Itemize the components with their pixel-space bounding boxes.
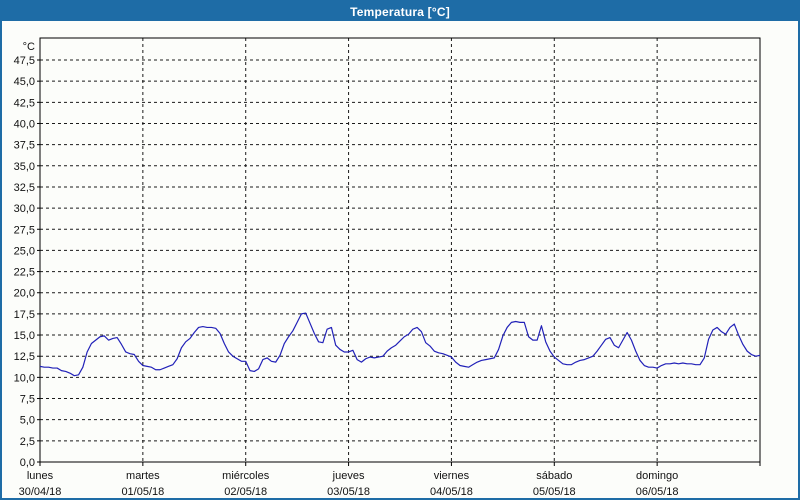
- y-axis-label: 37,5: [14, 140, 35, 152]
- y-axis-label: 5,0: [20, 415, 35, 427]
- temperature-line: [39, 312, 761, 377]
- y-axis-label: 2,5: [20, 436, 35, 448]
- x-axis-day-date: 03/05/18: [327, 486, 370, 498]
- y-axis-label: 47,5: [14, 55, 35, 67]
- y-axis-label: 0,0: [20, 457, 35, 469]
- y-axis-label: 17,5: [14, 309, 35, 321]
- x-axis-day-name: sábado: [536, 470, 572, 482]
- x-axis-day-name: miércoles: [222, 470, 270, 482]
- y-axis-label: 35,0: [14, 161, 35, 173]
- x-axis-day-date: 04/05/18: [430, 486, 473, 498]
- y-axis-label: 45,0: [14, 76, 35, 88]
- x-axis-day-name: martes: [126, 470, 160, 482]
- y-axis-label: 22,5: [14, 267, 35, 279]
- y-axis-label: 12,5: [14, 351, 35, 363]
- title-bar[interactable]: Temperatura [°C]: [2, 2, 798, 21]
- y-axis-label: 7,5: [20, 394, 35, 406]
- y-axis-label: 40,0: [14, 118, 35, 130]
- y-axis-label: 10,0: [14, 372, 35, 384]
- x-axis-day-date: 05/05/18: [533, 486, 576, 498]
- x-axis-day-name: viernes: [434, 470, 470, 482]
- y-axis-label: 25,0: [14, 245, 35, 257]
- x-axis-day-date: 06/05/18: [636, 486, 679, 498]
- y-axis-label: 27,5: [14, 224, 35, 236]
- x-axis-day-date: 30/04/18: [19, 486, 62, 498]
- x-axis-day-name: jueves: [332, 470, 365, 482]
- y-axis-unit-label: °C: [23, 41, 35, 53]
- y-axis-label: 15,0: [14, 330, 35, 342]
- x-axis-day-date: 01/05/18: [121, 486, 164, 498]
- window-title: Temperatura [°C]: [350, 4, 450, 19]
- x-axis-day-name: domingo: [636, 470, 678, 482]
- x-axis-day-date: 02/05/18: [224, 486, 267, 498]
- y-axis-label: 32,5: [14, 182, 35, 194]
- x-axis-day-name: lunes: [27, 470, 54, 482]
- y-axis-label: 20,0: [14, 288, 35, 300]
- y-axis-label: 30,0: [14, 203, 35, 215]
- y-axis-label: 42,5: [14, 97, 35, 109]
